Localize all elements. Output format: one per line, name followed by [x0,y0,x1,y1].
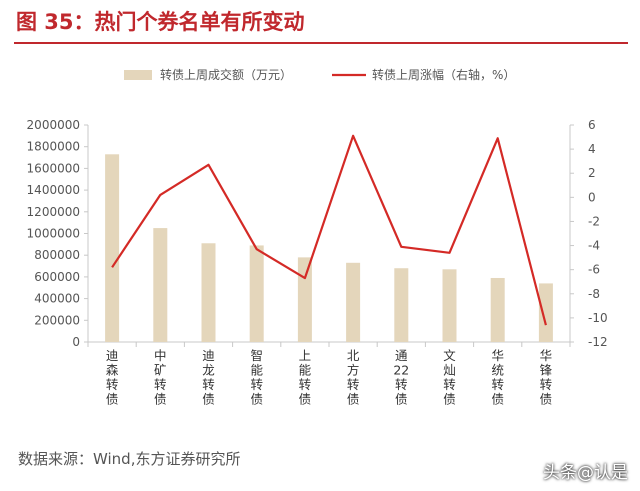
x-tick-label: 通 22 转债 [393,348,409,407]
x-tick-label: 智能转债 [250,348,263,407]
right-tick-label: -8 [588,287,600,301]
bar [297,257,312,342]
legend-bar-swatch [124,70,152,80]
x-tick-labels: 迪森转债 中矿转债 迪龙转债 智能转债 上能转债 北方转债 通 22 转债 文灿转债 华统转债 华锋转… [106,348,553,407]
bar [346,262,361,342]
right-tick-label: 0 [588,190,596,204]
chart-title: 图 35：热门个券名单有所变动 [16,10,305,34]
right-tick-label: -10 [588,311,608,325]
x-tick-label: 文灿转债 [443,348,456,407]
bar [538,283,553,342]
left-tick-label: 1400000 [27,183,80,197]
left-tick-label: 1000000 [27,227,80,241]
bar [153,228,168,342]
left-tick-label: 800000 [34,248,80,262]
right-tick-label: 2 [588,166,596,180]
source-note: 数据来源：Wind,东方证券研究所 [18,450,241,468]
line-path [111,134,547,326]
left-tick-label: 200000 [34,313,80,327]
bar [201,243,216,342]
x-tick-label: 中矿转债 [154,348,167,407]
title-rule [14,42,628,44]
bar [490,277,505,342]
left-tick-label: 1800000 [27,140,80,154]
left-tick-label: 1200000 [27,205,80,219]
axes: 0 200000 400000 600000 800000 1000000 1200000 1… [27,118,608,349]
legend-bar-label: 转债上周成交额（万元） [160,67,292,82]
right-tick-label: -6 [588,263,600,277]
left-tick-label: 0 [72,335,80,349]
x-tick-label: 华统转债 [491,348,504,407]
right-tick-label: 6 [588,118,596,132]
right-tick-label: -2 [588,214,600,228]
x-tick-label: 北方转债 [347,348,360,407]
bar [394,268,409,342]
left-tick-label: 400000 [34,292,80,306]
right-tick-label: -4 [588,239,600,253]
x-tick-label: 迪龙转债 [202,348,215,407]
left-tick-label: 1600000 [27,161,80,175]
legend: 转债上周成交额（万元） 转债上周涨幅（右轴，%） [124,67,515,82]
watermark: 头条@认是 [543,463,628,483]
x-tick-label: 华锋转债 [540,348,553,407]
right-tick-label: 4 [588,142,596,156]
bar [105,154,120,342]
x-tick-label: 上能转债 [299,348,312,407]
left-tick-label: 2000000 [27,118,80,132]
bar-series [105,154,553,342]
x-tick-label: 迪森转债 [106,348,119,407]
left-tick-label: 600000 [34,270,80,284]
bar [442,269,457,342]
legend-line-label: 转债上周涨幅（右轴，%） [372,67,515,82]
bar [249,245,264,342]
right-tick-label: -12 [588,335,608,349]
line-series [111,134,547,326]
